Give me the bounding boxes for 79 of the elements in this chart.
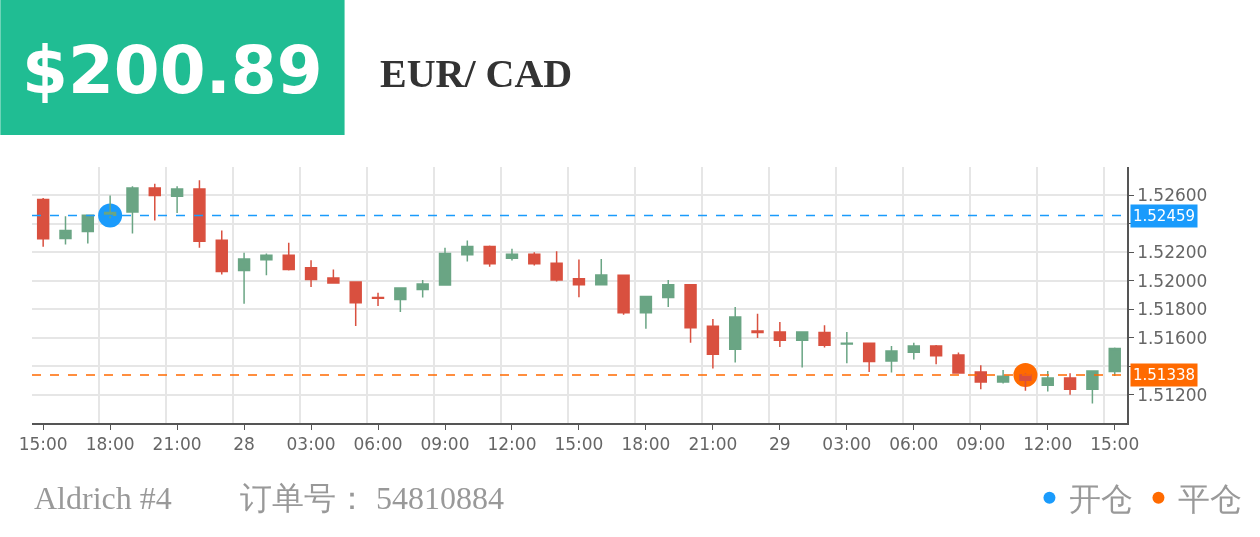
candlestick — [170, 185, 184, 214]
candlestick — [974, 364, 987, 390]
candlestick — [260, 252, 273, 277]
candlestick — [1063, 372, 1077, 396]
candlestick — [550, 250, 563, 283]
candlestick — [483, 244, 496, 268]
x-tick-label: 18:00 — [621, 434, 671, 455]
x-tick-label: 12:00 — [1023, 434, 1073, 455]
candlestick — [706, 318, 720, 370]
candlestick — [394, 287, 407, 313]
x-tick-label: 15:00 — [554, 434, 604, 455]
y-tick-label: 1.51200 — [1137, 384, 1208, 405]
candlestick — [728, 306, 742, 364]
y-tick-label: 1.52200 — [1137, 242, 1208, 263]
candlestick — [193, 179, 206, 249]
candlestick — [907, 341, 921, 361]
candlestick — [617, 274, 630, 316]
y-tick-label: 1.51800 — [1137, 299, 1208, 320]
candlestick — [684, 283, 697, 344]
legend-label: 平仓 — [1178, 481, 1243, 518]
x-tick-label: 12:00 — [487, 434, 537, 455]
x-tick-label: 28 — [233, 434, 255, 455]
candlestick — [885, 345, 898, 374]
candlestick — [773, 321, 787, 348]
y-tick-label: 1.52000 — [1137, 270, 1208, 291]
candlestick — [59, 215, 72, 246]
legend-label: 开仓 — [1069, 481, 1134, 518]
y-tick-label: 1.51600 — [1137, 327, 1208, 348]
candlestick — [929, 344, 943, 366]
candlestick — [639, 295, 653, 330]
candlestick — [505, 248, 519, 262]
x-tick-label: 09:00 — [420, 434, 470, 455]
x-tick-label: 15:00 — [1090, 434, 1140, 455]
candlestick — [148, 182, 161, 222]
candlestick — [1108, 346, 1121, 377]
x-tick-label: 29 — [769, 434, 791, 455]
x-tick-label: 21:00 — [688, 434, 738, 455]
candlestick — [751, 313, 764, 339]
x-tick-label: 06:00 — [353, 434, 403, 455]
candlestick — [528, 251, 541, 267]
candlestick — [304, 259, 318, 288]
candlestick — [237, 252, 251, 305]
x-tick-label: 06:00 — [889, 434, 939, 455]
x-tick-label: 03:00 — [822, 434, 872, 455]
candlestick — [438, 247, 452, 287]
x-tick-label: 09:00 — [956, 434, 1006, 455]
candlestick — [1041, 370, 1054, 393]
text: 订单号： 54810884 — [240, 480, 504, 516]
candlestick — [327, 268, 340, 285]
candlestick — [282, 242, 295, 272]
candlestick — [81, 213, 95, 245]
candlestick — [795, 330, 809, 369]
candlestick — [818, 324, 831, 349]
candlestick — [862, 341, 876, 373]
candlestick — [1086, 369, 1099, 405]
candlestick — [840, 331, 854, 365]
candlestick — [349, 281, 362, 327]
candlestick — [662, 279, 675, 308]
candlestick — [952, 351, 965, 374]
x-tick-label: 18:00 — [85, 434, 135, 455]
text: Aldrich #4 — [34, 480, 172, 516]
candlestick — [36, 197, 50, 248]
y-tick-label: 1.52600 — [1137, 185, 1208, 206]
x-tick-label: 03:00 — [286, 434, 336, 455]
candlestick — [572, 258, 586, 298]
x-tick-label: 15:00 — [18, 434, 68, 455]
candlestick — [416, 279, 429, 299]
ref-line-label: 1.52459 — [1133, 207, 1196, 225]
candlestick — [103, 194, 117, 219]
candlestick — [461, 239, 474, 263]
ref-line-label: 1.51338 — [1133, 366, 1196, 384]
candlestick — [595, 258, 608, 287]
x-tick-label: 21:00 — [152, 434, 202, 455]
candlestick — [371, 291, 385, 307]
candlestick — [126, 185, 139, 235]
chart-title: EUR/ CAD — [380, 51, 573, 96]
candlestick — [996, 369, 1010, 385]
candlestick — [215, 229, 228, 276]
text: $200.89 — [22, 32, 323, 109]
